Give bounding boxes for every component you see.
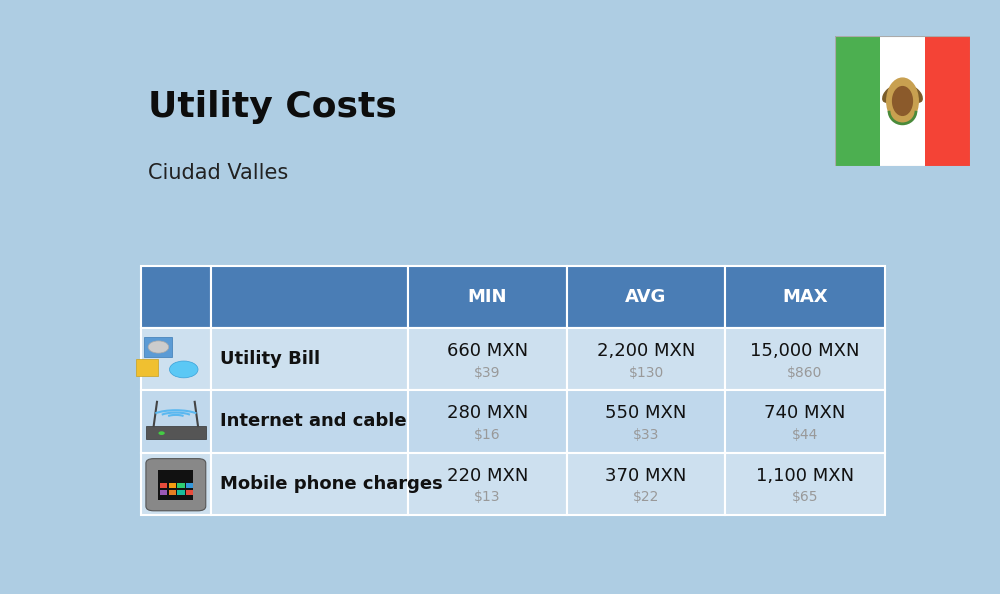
Text: 280 MXN: 280 MXN [447,405,528,422]
Bar [211,266,408,328]
FancyBboxPatch shape [146,459,206,511]
Bar [136,359,158,375]
Text: $130: $130 [628,366,664,380]
Text: $13: $13 [474,491,501,504]
Text: 2,200 MXN: 2,200 MXN [597,342,695,360]
Bar [408,328,567,390]
Text: Utility Bill: Utility Bill [220,350,321,368]
Bar [925,36,970,166]
Text: $39: $39 [474,366,501,380]
Bar [160,490,167,495]
Ellipse shape [883,87,897,102]
Text: $860: $860 [787,366,823,380]
Bar [186,490,193,495]
Text: 550 MXN: 550 MXN [605,405,687,422]
Circle shape [170,361,198,378]
Text: 220 MXN: 220 MXN [447,467,528,485]
Text: $44: $44 [792,428,818,442]
Text: Utility Costs: Utility Costs [148,90,397,124]
Bar [140,328,211,390]
Bar [160,484,167,488]
Bar [725,390,885,453]
Bar [158,470,193,500]
Bar [169,484,176,488]
Text: 1,100 MXN: 1,100 MXN [756,467,854,485]
Text: Internet and cable: Internet and cable [220,412,407,431]
Text: 660 MXN: 660 MXN [447,342,528,360]
Bar [140,453,211,515]
Text: 740 MXN: 740 MXN [764,405,846,422]
Bar [211,390,408,453]
Bar [144,337,172,357]
Text: $33: $33 [633,428,659,442]
Bar [567,266,725,328]
Bar [186,484,193,488]
Bar [408,390,567,453]
Bar [140,390,211,453]
Text: AVG: AVG [625,288,667,306]
Bar [725,328,885,390]
Bar [567,328,725,390]
Text: Mobile phone charges: Mobile phone charges [220,475,443,493]
Bar [567,453,725,515]
Text: $16: $16 [474,428,501,442]
Bar [408,453,567,515]
Text: MIN: MIN [468,288,507,306]
Circle shape [887,78,918,124]
Text: 370 MXN: 370 MXN [605,467,687,485]
Bar [725,453,885,515]
Text: Ciudad Valles: Ciudad Valles [148,163,288,183]
Bar [880,36,925,166]
Bar [408,266,567,328]
Circle shape [148,341,169,353]
Bar [725,266,885,328]
Bar [177,484,185,488]
Ellipse shape [908,87,922,102]
Text: MAX: MAX [782,288,828,306]
Bar [140,266,211,328]
Circle shape [893,87,912,115]
Text: 15,000 MXN: 15,000 MXN [750,342,860,360]
Text: $22: $22 [633,491,659,504]
Text: $65: $65 [792,491,818,504]
Bar [835,36,880,166]
Bar [169,490,176,495]
Bar [211,328,408,390]
Bar [567,390,725,453]
Bar [146,426,206,439]
Circle shape [158,431,165,435]
Bar [211,453,408,515]
Bar [177,490,185,495]
